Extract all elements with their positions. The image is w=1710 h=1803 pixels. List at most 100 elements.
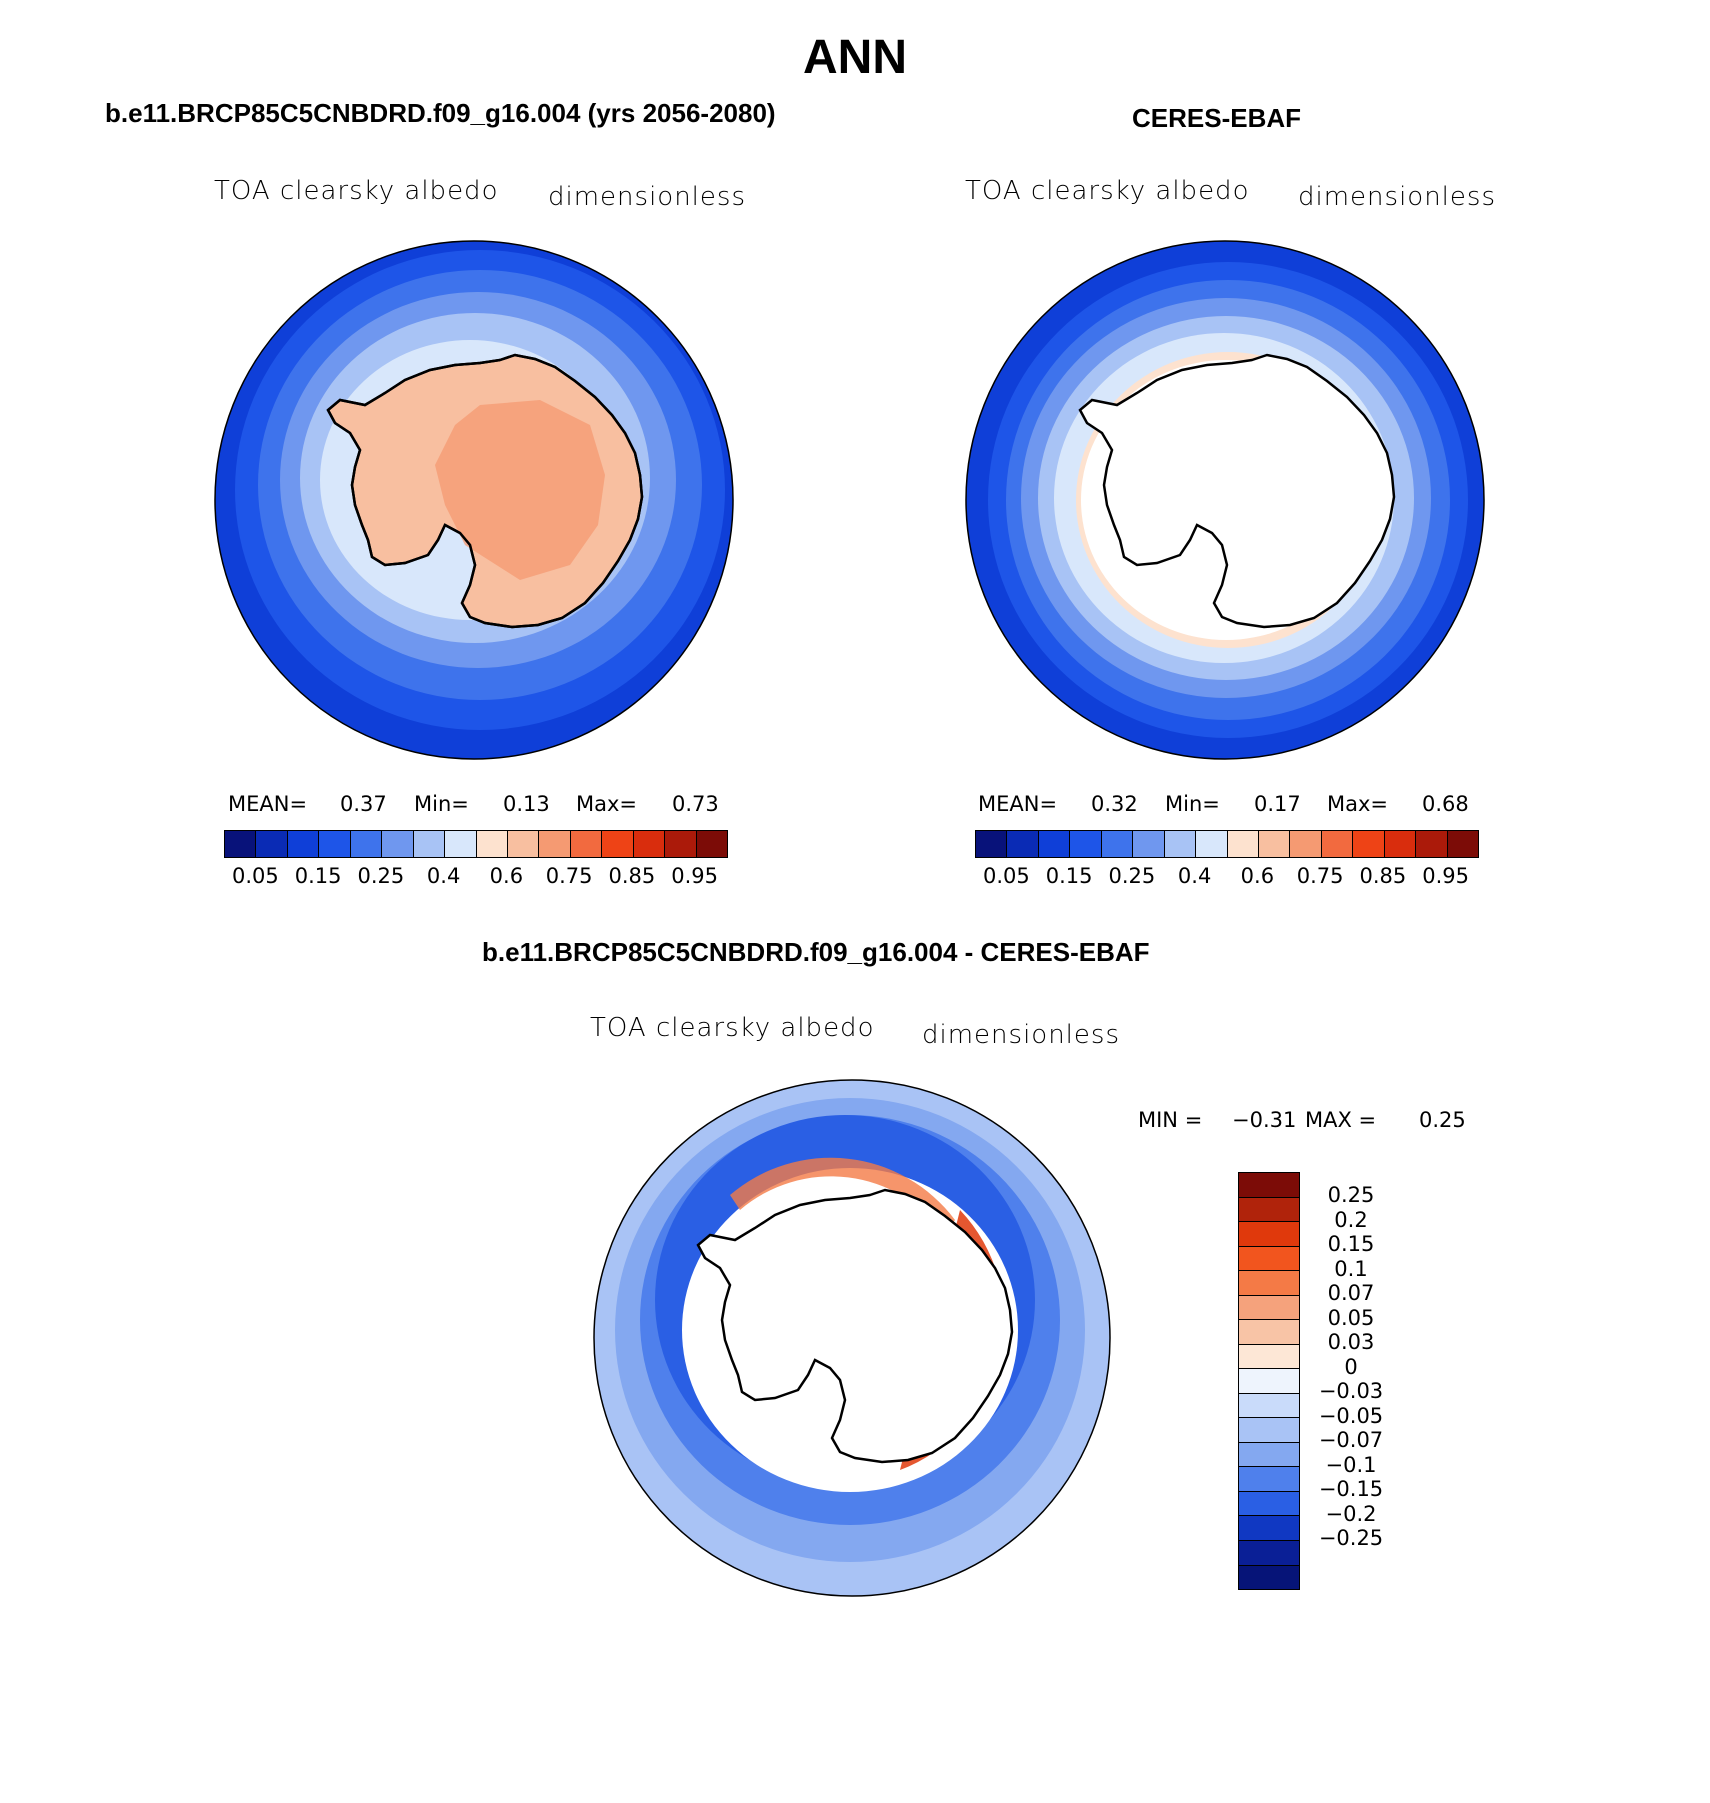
diff-colorbar-swatch [1239,1196,1299,1222]
diff-colorbar-tick-label: −0.15 [1318,1477,1384,1502]
diff-map [594,1080,1110,1596]
diff-max-label: MAX = [1305,1108,1377,1132]
obs-variable-label: TOA clearsky albedo [965,176,1250,206]
diff-colorbar [1238,1172,1300,1590]
colorbar-swatch [1163,831,1196,857]
colorbar-swatch [1100,831,1133,857]
colorbar-swatch [1383,831,1416,857]
diff-colorbar-swatch [1239,1319,1299,1344]
colorbar-tick-label: 0.25 [357,864,405,888]
colorbar-swatch [1037,831,1070,857]
colorbar-swatch [1195,831,1227,857]
model-panel-title: b.e11.BRCP85C5CNBDRD.f09_g16.004 (yrs 20… [105,98,776,128]
colorbar-swatch [444,831,476,857]
diff-colorbar-swatch [1239,1466,1299,1491]
obs-panel-title: CERES-EBAF [1132,103,1302,133]
diff-colorbar-tick-label: 0.03 [1327,1330,1375,1355]
colorbar-tick-label: 0.05 [982,864,1030,888]
obs-min-label: Min= [1165,792,1220,816]
model-map-boundary [214,240,734,760]
colorbar-swatch [1352,831,1384,857]
colorbar-swatch [1069,831,1101,857]
model-colorbar-labels: 0.05 0.15 0.25 0.4 0.6 0.75 0.85 0.95 [224,864,726,890]
obs-max-value: 0.68 [1422,792,1469,816]
model-mean-value: 0.37 [340,792,387,816]
diff-colorbar-swatch [1239,1368,1299,1393]
colorbar-swatch [976,831,1007,857]
obs-units-label: dimensionless [1298,182,1496,212]
diff-colorbar-swatch [1239,1392,1299,1418]
model-min-value: 0.13 [503,792,550,816]
colorbar-tick-label: 0.85 [1359,864,1407,888]
obs-min-value: 0.17 [1254,792,1301,816]
model-max-value: 0.73 [672,792,719,816]
obs-mean-label: MEAN= [978,792,1058,816]
colorbar-tick-label: 0.4 [1177,864,1212,888]
diff-colorbar-swatch [1239,1270,1299,1295]
diff-colorbar-swatch [1239,1539,1299,1565]
colorbar-swatch [695,831,727,857]
model-mean-label: MEAN= [228,792,308,816]
diff-colorbar-tick-label: 0.25 [1327,1183,1375,1208]
diff-colorbar-swatch [1239,1221,1299,1246]
colorbar-swatch [538,831,570,857]
diff-colorbar-tick-label: −0.05 [1318,1403,1384,1428]
colorbar-tick-label: 0.6 [489,864,524,888]
diff-colorbar-tick-label: 0.05 [1327,1305,1375,1330]
model-units-label: dimensionless [548,182,746,212]
diff-colorbar-swatch [1239,1564,1299,1590]
colorbar-tick-label: 0.85 [608,864,656,888]
colorbar-swatch [632,831,665,857]
colorbar-swatch [1320,831,1353,857]
colorbar-swatch [1415,831,1447,857]
diff-colorbar-tick-label: 0.2 [1334,1207,1368,1232]
diff-variable-label: TOA clearsky albedo [590,1013,875,1043]
diff-min-value: −0.31 [1232,1108,1297,1132]
diff-units-label: dimensionless [922,1020,1120,1050]
colorbar-swatch [349,831,382,857]
obs-map-boundary [965,240,1485,760]
diff-min-label: MIN = [1138,1108,1203,1132]
diff-colorbar-tick-label: 0.15 [1327,1232,1375,1257]
diff-colorbar-tick-label: −0.03 [1318,1379,1384,1404]
colorbar-swatch [1132,831,1164,857]
obs-colorbar [975,830,1479,858]
diff-colorbar-swatch [1239,1490,1299,1516]
diff-colorbar-tick-label: 0.1 [1334,1256,1368,1281]
diff-colorbar-tick-label: −0.2 [1325,1501,1377,1526]
diff-colorbar-labels: 0.25 0.2 0.15 0.1 0.07 0.05 0.03 0 −0.03 −0.05 −0.… [1306,1172,1426,1588]
diff-colorbar-swatch [1239,1245,1299,1271]
obs-max-label: Max= [1327,792,1389,816]
colorbar-swatch [506,831,539,857]
model-max-label: Max= [576,792,638,816]
diff-colorbar-tick-label: −0.1 [1325,1452,1377,1477]
colorbar-tick-label: 0.95 [1422,864,1469,888]
colorbar-tick-label: 0.95 [671,864,718,888]
colorbar-tick-label: 0.15 [294,864,342,888]
colorbar-swatch [1006,831,1038,857]
colorbar-swatch [286,831,319,857]
diff-colorbar-tick-label: −0.07 [1318,1428,1384,1453]
model-min-label: Min= [414,792,469,816]
diff-colorbar-swatch [1239,1515,1299,1540]
figure-title: ANN [803,31,907,84]
colorbar-swatch [601,831,633,857]
diff-colorbar-swatch [1239,1343,1299,1369]
obs-map [966,241,1484,759]
colorbar-swatch [664,831,696,857]
colorbar-swatch [225,831,256,857]
diff-colorbar-tick-label: 0.07 [1327,1281,1375,1306]
colorbar-tick-label: 0.75 [545,864,593,888]
colorbar-swatch [412,831,445,857]
colorbar-swatch [318,831,350,857]
model-colorbar [224,830,728,858]
colorbar-swatch [1257,831,1290,857]
colorbar-swatch [1446,831,1478,857]
obs-colorbar-labels: 0.05 0.15 0.25 0.4 0.6 0.75 0.85 0.95 [975,864,1477,890]
colorbar-swatch [569,831,602,857]
colorbar-swatch [381,831,413,857]
colorbar-tick-label: 0.6 [1240,864,1275,888]
obs-mean-value: 0.32 [1091,792,1138,816]
model-variable-label: TOA clearsky albedo [214,176,499,206]
